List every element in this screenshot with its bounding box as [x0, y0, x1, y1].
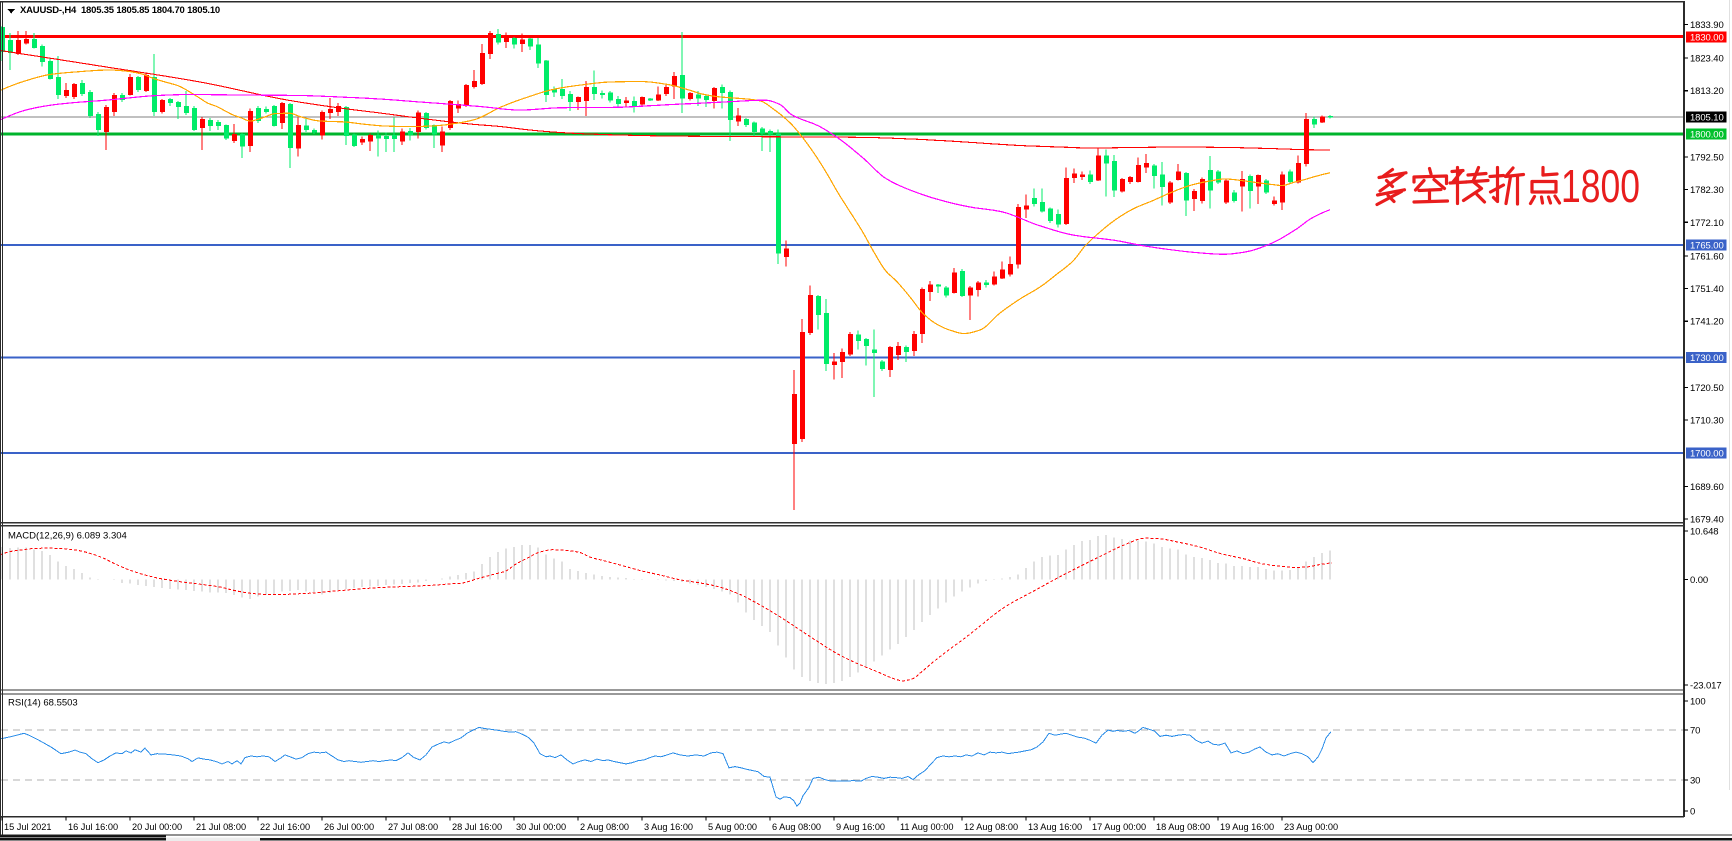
svg-text:28 Jul 16:00: 28 Jul 16:00 — [452, 822, 502, 832]
svg-text:1823.40: 1823.40 — [1690, 54, 1724, 65]
svg-text:1710.30: 1710.30 — [1690, 416, 1724, 427]
svg-text:11 Aug 00:00: 11 Aug 00:00 — [900, 822, 953, 832]
svg-text:26 Jul 00:00: 26 Jul 00:00 — [324, 822, 374, 832]
svg-text:100: 100 — [1690, 697, 1706, 708]
svg-text:18 Aug 08:00: 18 Aug 08:00 — [1156, 822, 1210, 832]
svg-text:1833.90: 1833.90 — [1690, 20, 1724, 31]
svg-text:6 Aug 08:00: 6 Aug 08:00 — [772, 822, 821, 832]
svg-text:1730.00: 1730.00 — [1690, 353, 1724, 364]
svg-text:RSI(14) 68.5503: RSI(14) 68.5503 — [8, 698, 78, 709]
svg-text:1720.50: 1720.50 — [1690, 383, 1724, 394]
svg-text:1689.60: 1689.60 — [1690, 482, 1724, 493]
svg-text:70: 70 — [1690, 726, 1700, 737]
svg-text:20 Jul 00:00: 20 Jul 00:00 — [132, 822, 182, 832]
svg-text:1782.30: 1782.30 — [1690, 185, 1724, 196]
svg-text:2 Aug 08:00: 2 Aug 08:00 — [580, 822, 629, 832]
svg-text:MACD(12,26,9) 6.089 3.304: MACD(12,26,9) 6.089 3.304 — [8, 531, 127, 542]
svg-text:1741.20: 1741.20 — [1690, 317, 1724, 328]
svg-text:17 Aug 00:00: 17 Aug 00:00 — [1092, 822, 1146, 832]
svg-text:12 Aug 08:00: 12 Aug 08:00 — [964, 822, 1018, 832]
svg-text:9 Aug 16:00: 9 Aug 16:00 — [836, 822, 885, 832]
svg-text:1679.40: 1679.40 — [1690, 515, 1724, 526]
svg-text:0.00: 0.00 — [1690, 575, 1708, 586]
svg-text:13 Aug 16:00: 13 Aug 16:00 — [1028, 822, 1082, 832]
svg-text:21 Jul 08:00: 21 Jul 08:00 — [196, 822, 246, 832]
svg-text:1830.00: 1830.00 — [1690, 32, 1724, 43]
svg-text:1800.00: 1800.00 — [1690, 130, 1724, 141]
svg-text:1800: 1800 — [1561, 160, 1640, 212]
svg-text:1805.10: 1805.10 — [1690, 113, 1724, 124]
svg-text:-23.017: -23.017 — [1690, 681, 1722, 692]
svg-text:1772.10: 1772.10 — [1690, 218, 1724, 229]
svg-text:27 Jul 08:00: 27 Jul 08:00 — [388, 822, 438, 832]
svg-text:10.648: 10.648 — [1690, 527, 1718, 538]
svg-text:1792.50: 1792.50 — [1690, 152, 1724, 163]
svg-text:0: 0 — [1690, 807, 1695, 818]
svg-text:15 Jul 2021: 15 Jul 2021 — [4, 822, 52, 832]
svg-text:5 Aug 00:00: 5 Aug 00:00 — [708, 822, 757, 832]
svg-text:22 Jul 16:00: 22 Jul 16:00 — [260, 822, 310, 832]
svg-text:23 Aug 00:00: 23 Aug 00:00 — [1284, 822, 1338, 832]
svg-text:16 Jul 16:00: 16 Jul 16:00 — [68, 822, 118, 832]
svg-text:19 Aug 16:00: 19 Aug 16:00 — [1220, 822, 1274, 832]
svg-text:1765.00: 1765.00 — [1690, 241, 1724, 252]
svg-text:30 Jul 00:00: 30 Jul 00:00 — [516, 822, 566, 832]
svg-text:1761.60: 1761.60 — [1690, 251, 1724, 262]
svg-text:1700.00: 1700.00 — [1690, 449, 1724, 460]
svg-text:1751.40: 1751.40 — [1690, 284, 1724, 295]
svg-text:3 Aug 16:00: 3 Aug 16:00 — [644, 822, 693, 832]
svg-text:XAUUSD-,H4 1805.35 1805.85 18: XAUUSD-,H4 1805.35 1805.85 1804.70 1805.… — [20, 5, 220, 16]
svg-text:30: 30 — [1690, 776, 1700, 787]
svg-text:1813.20: 1813.20 — [1690, 86, 1724, 97]
